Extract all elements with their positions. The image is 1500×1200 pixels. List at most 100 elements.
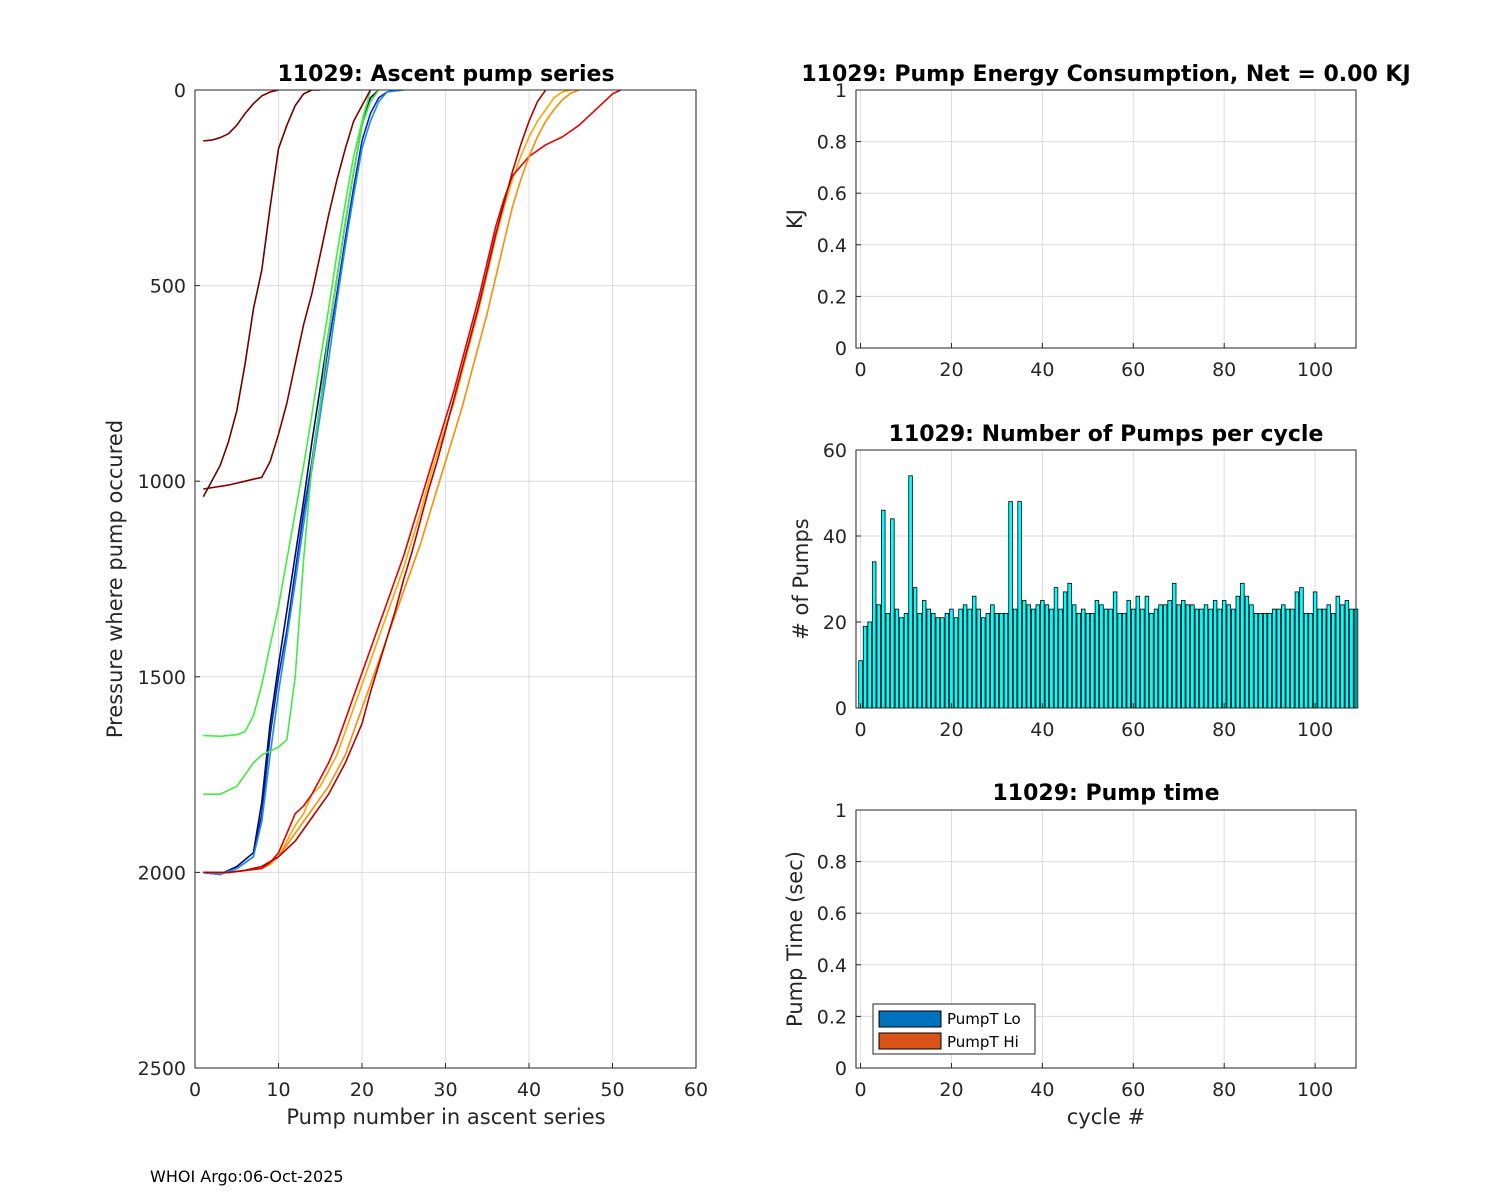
pump-count-bar (1136, 596, 1140, 708)
pump-count-bar (1050, 609, 1054, 708)
pump-count-bar (959, 609, 963, 708)
pump-count-bar (1072, 605, 1076, 708)
pump-count-bar (1286, 609, 1290, 708)
pump-count-bar (1122, 613, 1126, 708)
pumptime-ylabel: Pump Time (sec) (783, 851, 807, 1027)
pump-count-bar (1231, 609, 1235, 708)
pump-count-bar (1309, 613, 1313, 708)
ascent-xlabel: Pump number in ascent series (286, 1105, 605, 1129)
y-tick-label: 20 (823, 612, 847, 634)
pump-count-bar (1259, 613, 1263, 708)
pump-count-bar (1209, 609, 1213, 708)
pump-count-bar (1222, 601, 1226, 709)
y-tick-label: 0.4 (817, 235, 847, 257)
pump-count-bar (1041, 601, 1045, 709)
pump-count-bar (1191, 605, 1195, 708)
pump-count-bar (1200, 609, 1204, 708)
pump-count-bar (1031, 609, 1035, 708)
pump-count-bar (1168, 601, 1172, 709)
pump-count-bar (931, 613, 935, 708)
pump-count-bar (1218, 609, 1222, 708)
x-tick-label: 80 (1212, 359, 1236, 381)
pump-count-bar (1113, 592, 1117, 708)
pump-count-bar (868, 622, 872, 708)
pump-count-bar (1100, 605, 1104, 708)
pump-time-panel: 0 20 40 60 80 10000.20.40.60.81 11029: Pump t… (783, 781, 1356, 1129)
pump-count-bar (1204, 605, 1208, 708)
y-tick-label: 0.8 (817, 132, 847, 154)
pump-count-bar (900, 618, 904, 708)
pumptime-title: 11029: Pump time (992, 781, 1219, 806)
y-tick-label: 0.2 (817, 286, 847, 308)
pump-count-bar (1077, 613, 1081, 708)
pump-count-bar (1295, 592, 1299, 708)
x-tick-label: 50 (600, 1079, 624, 1101)
energy-title: 11029: Pump Energy Consumption, Net = 0.… (801, 62, 1410, 87)
pump-count-bar (1313, 592, 1317, 708)
pump-count-bar (1018, 502, 1022, 708)
y-tick-label: 1000 (138, 471, 186, 493)
pump-count-bar (1241, 583, 1245, 708)
y-tick-label: 0 (835, 1058, 847, 1080)
pump-count-bar (1063, 592, 1067, 708)
pump-count-bar (891, 519, 895, 708)
pump-count-bar (1159, 605, 1163, 708)
pump-count-bar (986, 613, 990, 708)
x-tick-label: 30 (433, 1079, 457, 1101)
pump-count-bar (1009, 502, 1013, 708)
pump-count-bar (927, 609, 931, 708)
pump-count-bar (1186, 605, 1190, 708)
pump-count-bar (1281, 605, 1285, 708)
pump-count-bar (1059, 609, 1063, 708)
pump-count-bar (863, 626, 867, 708)
pump-count-bar (1250, 605, 1254, 708)
pump-count-bar (941, 618, 945, 708)
pump-count-bar (1091, 613, 1095, 708)
pumps-ylabel: # of Pumps (789, 518, 813, 640)
pump-count-bar (1345, 601, 1349, 709)
pump-count-bar (1268, 613, 1272, 708)
y-tick-label: 0.4 (817, 955, 847, 977)
pump-count-bar (1154, 609, 1158, 708)
pump-count-bar (1322, 609, 1326, 708)
pump-count-bar (1254, 613, 1258, 708)
pump-count-bar (954, 618, 958, 708)
pump-count-bar (1327, 605, 1331, 708)
x-tick-label: 0 (189, 1079, 201, 1101)
y-tick-label: 0.8 (817, 852, 847, 874)
x-tick-label: 100 (1297, 1079, 1333, 1101)
pump-count-bar (1081, 609, 1085, 708)
pump-count-bar (1131, 609, 1135, 708)
pump-count-bar (1141, 609, 1145, 708)
pump-count-bar (1291, 609, 1295, 708)
pump-count-bar (1277, 609, 1281, 708)
y-tick-label: 0 (835, 338, 847, 360)
pump-count-bar (1163, 605, 1167, 708)
y-tick-label: 0.6 (817, 183, 847, 205)
pump-count-bar (909, 476, 913, 708)
pump-count-bar (950, 609, 954, 708)
x-tick-label: 0 (854, 719, 866, 741)
pump-count-bar (1013, 609, 1017, 708)
pump-count-bar (1127, 601, 1131, 709)
pump-count-bar (859, 661, 863, 708)
pumptime-legend: PumpT Lo PumpT Hi (873, 1004, 1035, 1054)
x-tick-label: 40 (1030, 1079, 1054, 1101)
pump-count-bar (1118, 613, 1122, 708)
pump-count-bar (872, 562, 876, 708)
pump-count-bar (1272, 609, 1276, 708)
pump-count-bar (913, 588, 917, 708)
legend-label-hi: PumpT Hi (947, 1033, 1019, 1051)
y-tick-label: 0.6 (817, 903, 847, 925)
x-tick-label: 10 (266, 1079, 290, 1101)
y-tick-label: 0 (174, 80, 186, 102)
pump-count-bar (918, 613, 922, 708)
pump-count-bar (995, 613, 999, 708)
x-tick-label: 80 (1212, 719, 1236, 741)
energy-panel: 0 20 40 60 80 100 0 0.2 0.4 0.6 0.8 1 11029: Pump E… (783, 62, 1411, 381)
x-tick-label: 20 (939, 1079, 963, 1101)
pump-count-bar (1350, 609, 1354, 708)
ascent-ylabel: Pressure where pump occured (103, 420, 127, 738)
footer-text: WHOI Argo:06-Oct-2025 (150, 1167, 344, 1186)
pump-count-bar (1177, 605, 1181, 708)
